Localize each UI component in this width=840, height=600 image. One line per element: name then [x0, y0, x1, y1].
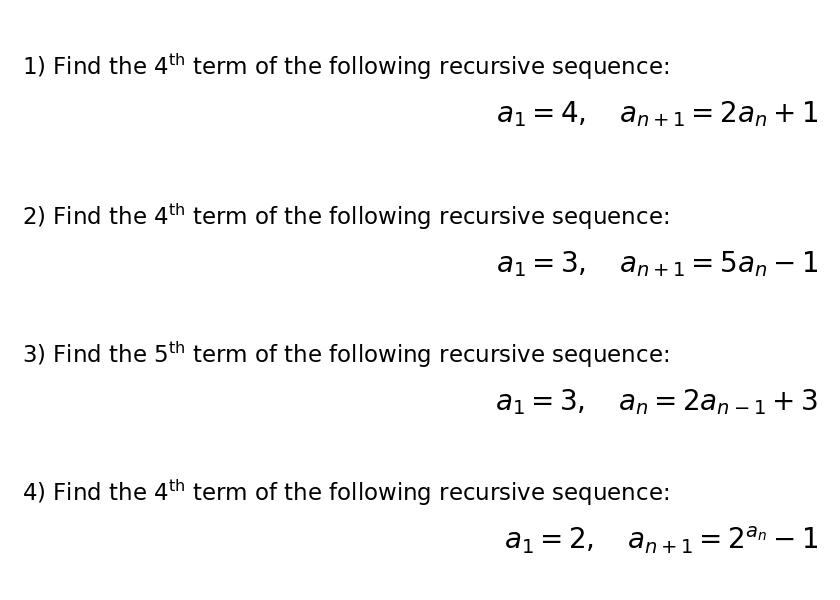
Text: 1) Find the 4$^{\mathsf{th}}$ term of the following recursive sequence:: 1) Find the 4$^{\mathsf{th}}$ term of th… [22, 51, 669, 82]
Text: 4) Find the 4$^{\mathsf{th}}$ term of the following recursive sequence:: 4) Find the 4$^{\mathsf{th}}$ term of th… [22, 477, 669, 508]
Text: $a_1 = 3, \quad a_{n+1} = 5a_n - 1$: $a_1 = 3, \quad a_{n+1} = 5a_n - 1$ [496, 249, 818, 279]
Text: 3) Find the 5$^{\mathsf{th}}$ term of the following recursive sequence:: 3) Find the 5$^{\mathsf{th}}$ term of th… [22, 339, 669, 370]
Text: 2) Find the 4$^{\mathsf{th}}$ term of the following recursive sequence:: 2) Find the 4$^{\mathsf{th}}$ term of th… [22, 201, 669, 232]
Text: $a_1 =2, \quad a_{n+1} = 2^{a_n} - 1$: $a_1 =2, \quad a_{n+1} = 2^{a_n} - 1$ [504, 525, 818, 556]
Text: $a_1 = 4, \quad a_{n+1} = 2a_n + 1$: $a_1 = 4, \quad a_{n+1} = 2a_n + 1$ [496, 99, 818, 129]
Text: $a_1 = 3, \quad a_n = 2a_{n-1} + 3$: $a_1 = 3, \quad a_n = 2a_{n-1} + 3$ [495, 387, 818, 417]
